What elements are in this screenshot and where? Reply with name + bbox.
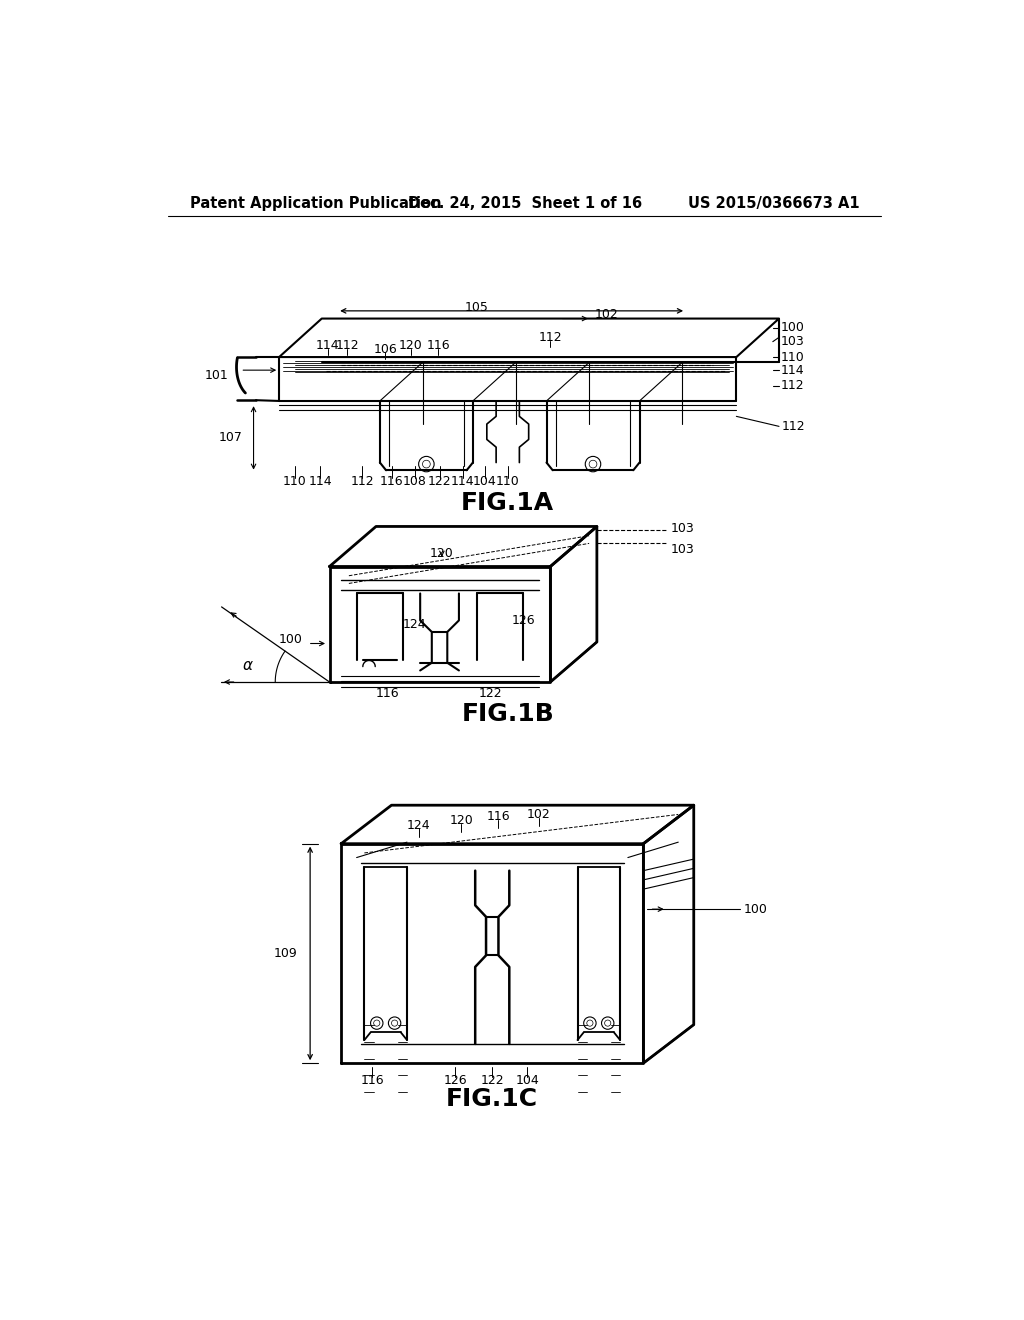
Text: 122: 122 (480, 1074, 504, 1088)
Text: Patent Application Publication: Patent Application Publication (190, 195, 441, 211)
Text: 100: 100 (279, 634, 302, 647)
Text: 112: 112 (780, 379, 804, 392)
Text: 124: 124 (402, 618, 426, 631)
Text: 104: 104 (515, 1074, 539, 1088)
Text: 120: 120 (450, 814, 473, 828)
Text: 116: 116 (360, 1074, 384, 1088)
Text: 122: 122 (479, 686, 503, 700)
Text: 107: 107 (219, 432, 243, 445)
Text: 126: 126 (443, 1074, 467, 1088)
Text: 116: 116 (426, 339, 450, 352)
Text: 110: 110 (283, 475, 306, 488)
Text: 100: 100 (744, 903, 768, 916)
Text: 120: 120 (399, 339, 423, 352)
Text: FIG.1A: FIG.1A (461, 491, 554, 515)
Text: 112: 112 (782, 420, 806, 433)
Text: 103: 103 (671, 523, 694, 536)
Text: 108: 108 (402, 475, 427, 488)
Text: 106: 106 (374, 343, 397, 356)
Text: 102: 102 (527, 808, 551, 821)
Text: 120: 120 (430, 546, 454, 560)
Text: FIG.1B: FIG.1B (462, 702, 554, 726)
Text: US 2015/0366673 A1: US 2015/0366673 A1 (688, 195, 859, 211)
Text: 102: 102 (594, 308, 618, 321)
Text: 114: 114 (780, 363, 804, 376)
Text: 110: 110 (780, 351, 804, 363)
Text: 104: 104 (473, 475, 497, 488)
Text: 114: 114 (308, 475, 332, 488)
Text: 114: 114 (451, 475, 474, 488)
Text: 100: 100 (780, 321, 805, 334)
Text: 110: 110 (496, 475, 519, 488)
Text: 103: 103 (671, 543, 694, 556)
Text: 122: 122 (428, 475, 452, 488)
Text: Dec. 24, 2015  Sheet 1 of 16: Dec. 24, 2015 Sheet 1 of 16 (408, 195, 642, 211)
Text: 101: 101 (205, 370, 228, 381)
Text: 116: 116 (486, 810, 510, 824)
Text: 116: 116 (376, 686, 399, 700)
Text: $\alpha$: $\alpha$ (243, 657, 254, 673)
Text: 116: 116 (380, 475, 403, 488)
Text: 109: 109 (273, 946, 297, 960)
Text: 112: 112 (336, 339, 359, 352)
Text: FIG.1C: FIG.1C (446, 1088, 539, 1111)
Text: 112: 112 (539, 331, 562, 345)
Text: 112: 112 (350, 475, 374, 488)
Text: 124: 124 (407, 818, 430, 832)
Text: 103: 103 (780, 335, 804, 348)
Text: 114: 114 (316, 339, 340, 352)
Text: 105: 105 (465, 301, 488, 314)
Text: 126: 126 (512, 614, 536, 627)
